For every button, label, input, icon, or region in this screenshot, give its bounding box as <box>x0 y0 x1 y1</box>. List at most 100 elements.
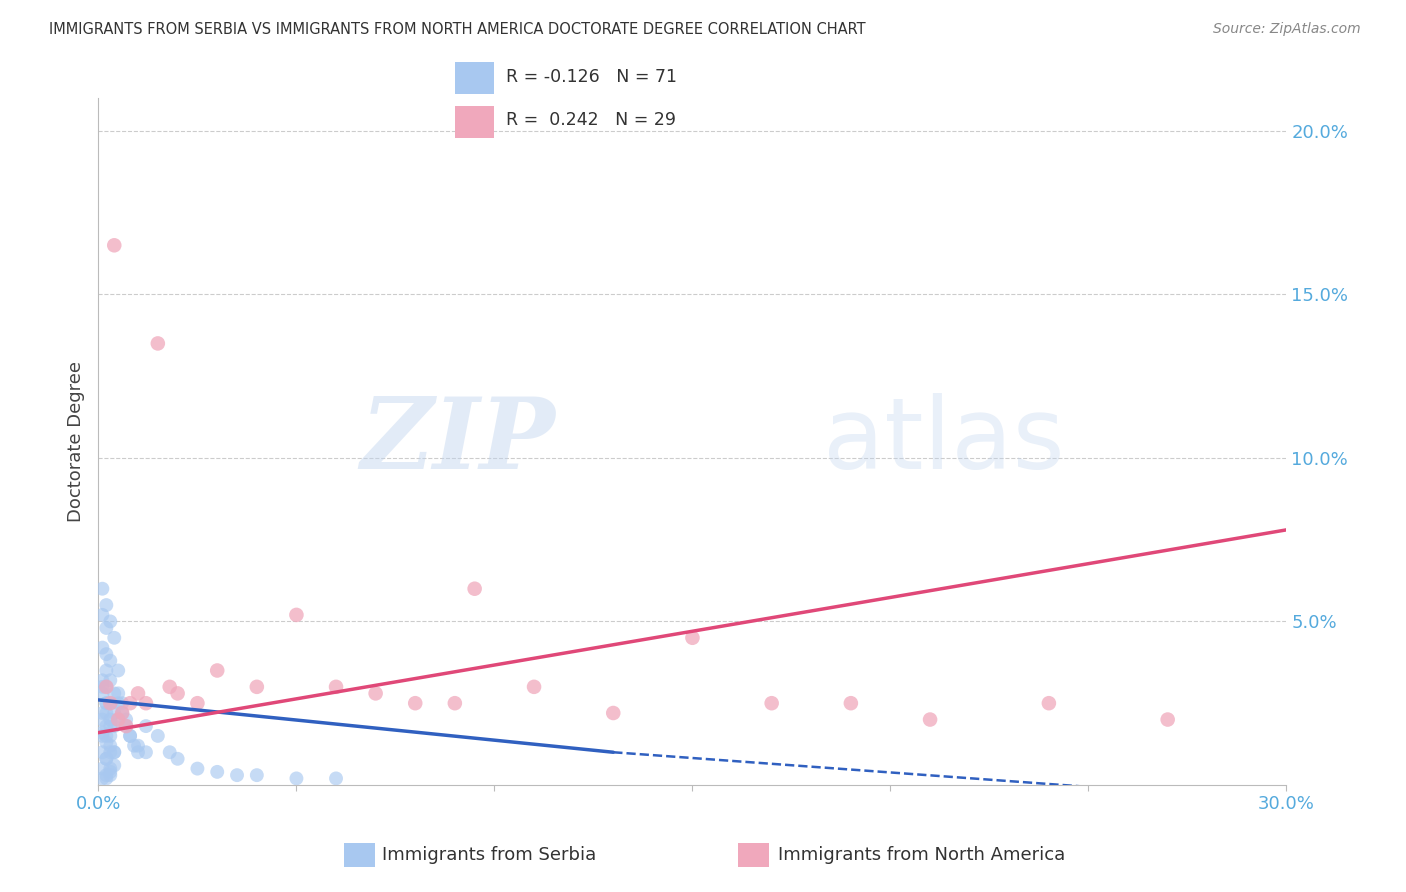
Point <box>839 696 862 710</box>
Point <box>91 686 114 700</box>
Point <box>91 582 114 596</box>
FancyBboxPatch shape <box>456 62 495 94</box>
Text: R =  0.242   N = 29: R = 0.242 N = 29 <box>506 112 676 129</box>
Point <box>96 647 118 661</box>
Point <box>91 607 114 622</box>
Point <box>122 739 145 753</box>
Point <box>135 719 157 733</box>
Point <box>602 706 624 720</box>
Point <box>285 772 308 786</box>
Point <box>98 764 121 779</box>
Text: R = -0.126   N = 71: R = -0.126 N = 71 <box>506 69 678 87</box>
Point <box>91 713 114 727</box>
Point <box>325 772 347 786</box>
Point <box>98 745 121 759</box>
Point <box>111 706 134 720</box>
Point <box>103 706 125 720</box>
Point <box>98 719 121 733</box>
Point <box>103 631 125 645</box>
Point <box>207 764 229 779</box>
Point <box>135 696 157 710</box>
Point <box>96 768 118 782</box>
Point <box>103 238 125 252</box>
Point <box>159 745 181 759</box>
Point <box>96 621 118 635</box>
Point <box>96 752 118 766</box>
Point <box>96 729 118 743</box>
Point <box>246 680 269 694</box>
Point <box>107 713 129 727</box>
Point <box>103 719 125 733</box>
Point <box>226 768 249 782</box>
Text: Immigrants from Serbia: Immigrants from Serbia <box>382 846 596 863</box>
Point <box>98 654 121 668</box>
Point <box>1156 713 1178 727</box>
Point <box>325 680 347 694</box>
Point <box>96 696 118 710</box>
Point <box>285 607 308 622</box>
Point <box>761 696 783 710</box>
Point <box>159 680 181 694</box>
Point <box>96 598 118 612</box>
Point <box>91 762 114 776</box>
Point <box>186 762 208 776</box>
Point <box>98 729 121 743</box>
Point <box>404 696 426 710</box>
Point <box>91 640 114 655</box>
Point <box>98 615 121 629</box>
Point <box>120 696 142 710</box>
Text: Source: ZipAtlas.com: Source: ZipAtlas.com <box>1213 22 1361 37</box>
Point <box>91 729 114 743</box>
Point <box>115 713 138 727</box>
Point <box>98 696 121 710</box>
Point <box>98 762 121 776</box>
Text: atlas: atlas <box>823 393 1064 490</box>
Point <box>91 745 114 759</box>
Point <box>146 336 169 351</box>
Point <box>98 713 121 727</box>
Point <box>91 673 114 688</box>
Point <box>96 696 118 710</box>
Point <box>120 729 142 743</box>
Point <box>98 696 121 710</box>
Point <box>107 696 129 710</box>
Point <box>91 706 114 720</box>
Point <box>96 680 118 694</box>
Point <box>127 745 149 759</box>
Point <box>246 768 269 782</box>
Text: Immigrants from North America: Immigrants from North America <box>778 846 1064 863</box>
Y-axis label: Doctorate Degree: Doctorate Degree <box>66 361 84 522</box>
Point <box>115 719 138 733</box>
Point <box>96 706 118 720</box>
Point <box>166 686 188 700</box>
Point <box>146 729 169 743</box>
Point <box>127 739 149 753</box>
Text: IMMIGRANTS FROM SERBIA VS IMMIGRANTS FROM NORTH AMERICA DOCTORATE DEGREE CORRELA: IMMIGRANTS FROM SERBIA VS IMMIGRANTS FRO… <box>49 22 866 37</box>
Point <box>120 729 142 743</box>
Point <box>364 686 387 700</box>
Point <box>186 696 208 710</box>
Point <box>96 735 118 749</box>
Point <box>103 758 125 772</box>
Point <box>111 706 134 720</box>
Point <box>523 680 546 694</box>
Point <box>103 745 125 759</box>
Point <box>96 752 118 766</box>
Point <box>96 719 118 733</box>
Point <box>96 772 118 786</box>
Point <box>464 582 486 596</box>
Point <box>91 772 114 786</box>
Point <box>111 696 134 710</box>
Point <box>98 673 121 688</box>
Point <box>107 686 129 700</box>
Point <box>1038 696 1060 710</box>
Point <box>127 686 149 700</box>
Point <box>135 745 157 759</box>
Point <box>91 680 114 694</box>
Point <box>96 680 118 694</box>
Text: ZIP: ZIP <box>361 393 555 490</box>
FancyBboxPatch shape <box>456 106 495 138</box>
Point <box>115 719 138 733</box>
Point <box>107 664 129 678</box>
Point <box>91 725 114 739</box>
